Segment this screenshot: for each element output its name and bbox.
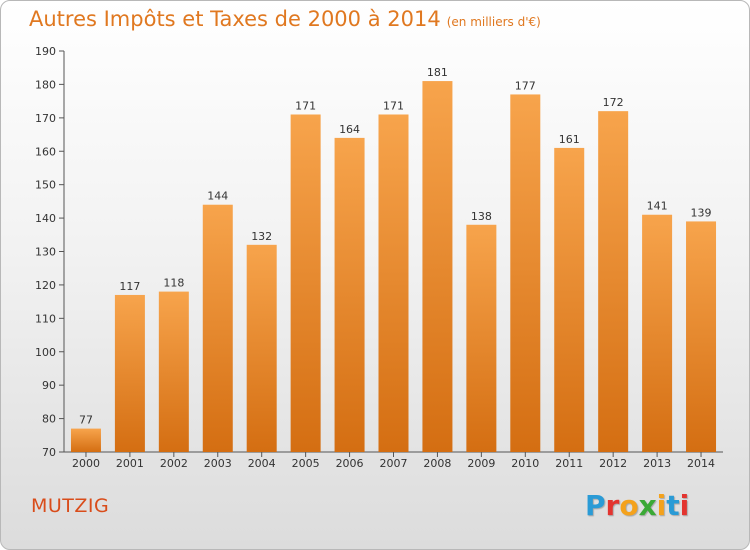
proxiti-logo: Proxiti — [585, 489, 689, 522]
x-tick-label: 2011 — [555, 457, 583, 470]
bar — [466, 224, 497, 452]
bar — [202, 204, 233, 452]
y-tick-label: 80 — [42, 413, 56, 426]
bar-value-label: 161 — [559, 133, 580, 146]
bar-value-label: 141 — [647, 200, 668, 213]
x-tick-label: 2010 — [511, 457, 539, 470]
chart-title: Autres Impôts et Taxes de 2000 à 2014 (en… — [29, 7, 541, 31]
x-tick-label: 2009 — [467, 457, 495, 470]
bar — [554, 147, 585, 453]
logo-letter: i — [679, 489, 690, 522]
bar-value-label: 77 — [79, 414, 93, 427]
bar — [158, 291, 189, 452]
y-tick-label: 170 — [35, 112, 56, 125]
x-tick-label: 2003 — [204, 457, 232, 470]
bar-value-label: 118 — [163, 277, 184, 290]
x-tick-label: 2014 — [687, 457, 715, 470]
bar-value-label: 144 — [207, 190, 228, 203]
logo-letter: i — [656, 489, 667, 522]
bar — [246, 244, 277, 452]
x-tick-label: 2012 — [599, 457, 627, 470]
bar-value-label: 132 — [251, 230, 272, 243]
y-tick-label: 150 — [35, 179, 56, 192]
bar — [510, 94, 541, 453]
bar — [114, 294, 145, 452]
logo-letter: t — [666, 489, 680, 522]
bar — [70, 428, 101, 452]
bar — [642, 214, 673, 452]
bar-value-label: 171 — [383, 99, 404, 112]
x-tick-label: 2005 — [292, 457, 320, 470]
x-tick-label: 2013 — [643, 457, 671, 470]
y-tick-label: 90 — [42, 379, 56, 392]
logo-letter: P — [585, 489, 606, 522]
bar-value-label: 181 — [427, 66, 448, 79]
bar — [686, 221, 717, 452]
bar-value-label: 117 — [119, 280, 140, 293]
y-tick-label: 70 — [42, 446, 56, 459]
bar-value-label: 138 — [471, 210, 492, 223]
logo-letter: r — [605, 489, 620, 522]
bar — [378, 114, 409, 452]
bar — [290, 114, 321, 452]
y-tick-label: 190 — [35, 45, 56, 58]
bar-value-label: 139 — [691, 206, 712, 219]
x-tick-label: 2000 — [72, 457, 100, 470]
bar-value-label: 164 — [339, 123, 360, 136]
y-tick-label: 160 — [35, 145, 56, 158]
town-name: MUTZIG — [31, 495, 110, 517]
x-tick-label: 2007 — [380, 457, 408, 470]
y-tick-label: 180 — [35, 78, 56, 91]
x-tick-label: 2008 — [423, 457, 451, 470]
y-tick-label: 130 — [35, 246, 56, 259]
x-tick-label: 2006 — [336, 457, 364, 470]
logo-letter: o — [619, 489, 639, 522]
x-tick-label: 2001 — [116, 457, 144, 470]
y-tick-label: 140 — [35, 212, 56, 225]
x-tick-label: 2004 — [248, 457, 276, 470]
y-tick-label: 100 — [35, 346, 56, 359]
chart-subtitle: (en milliers d'€) — [446, 15, 541, 29]
bar — [422, 81, 453, 452]
chart-title-text: Autres Impôts et Taxes de 2000 à 2014 — [29, 7, 441, 31]
x-tick-label: 2002 — [160, 457, 188, 470]
bar-value-label: 172 — [603, 96, 624, 109]
y-tick-label: 110 — [35, 312, 56, 325]
logo-letter: x — [638, 489, 657, 522]
y-tick-label: 120 — [35, 279, 56, 292]
bar-value-label: 177 — [515, 79, 536, 92]
bar — [334, 137, 365, 452]
bar — [598, 111, 629, 453]
bar-value-label: 171 — [295, 99, 316, 112]
